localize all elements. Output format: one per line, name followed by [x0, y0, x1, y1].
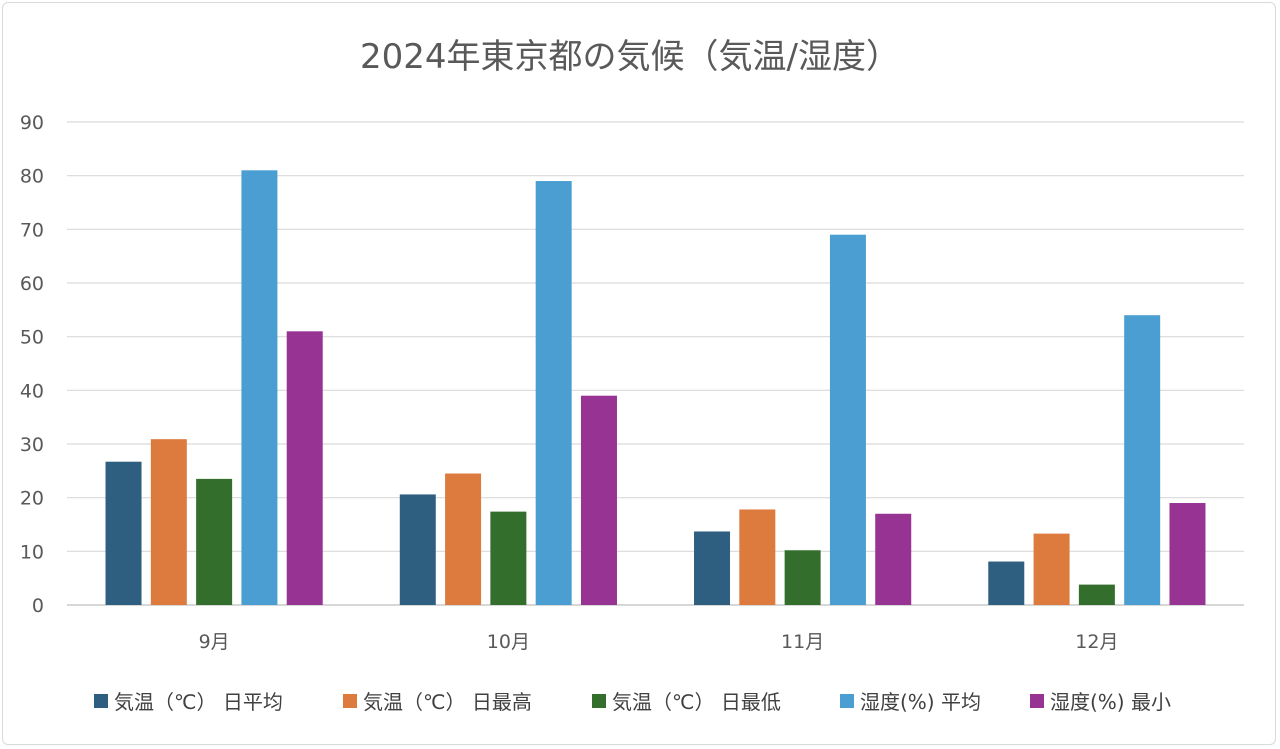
bar	[241, 170, 278, 606]
legend-swatch	[840, 694, 854, 708]
y-tick-label: 80	[20, 166, 44, 188]
y-axis: 0 10 20 30 40 50 60 70 80 90	[20, 112, 44, 617]
y-tick-label: 90	[20, 112, 44, 134]
y-tick-label: 30	[20, 434, 44, 456]
y-tick-label: 50	[20, 327, 44, 349]
legend: 気温（℃） 日平均 気温（℃） 日最高 気温（℃） 日最低 湿度(%) 平均 湿度(%)…	[94, 690, 1171, 714]
legend-swatch	[1030, 694, 1044, 708]
bar	[580, 395, 617, 605]
bar	[286, 331, 323, 605]
chart-title: 2024年東京都の気候（気温/湿度）	[360, 37, 900, 77]
legend-swatch	[343, 694, 357, 708]
bar	[105, 461, 142, 605]
bar	[784, 550, 821, 605]
bar	[490, 511, 527, 605]
y-tick-label: 10	[20, 541, 44, 563]
bar	[1124, 315, 1161, 605]
bar	[445, 473, 482, 605]
bar	[196, 478, 233, 605]
bar	[694, 531, 731, 605]
bar	[875, 513, 912, 605]
bar	[1169, 503, 1206, 605]
bar	[150, 439, 187, 605]
legend-swatch	[592, 694, 606, 708]
legend-label: 気温（℃） 日最高	[363, 690, 532, 714]
bar	[1033, 533, 1070, 605]
legend-label: 気温（℃） 日最低	[612, 690, 781, 714]
y-tick-label: 60	[20, 273, 44, 295]
bars	[105, 170, 1206, 606]
bar	[399, 494, 436, 605]
bar	[535, 181, 572, 606]
bar	[988, 561, 1025, 605]
legend-swatch	[94, 694, 108, 708]
x-tick-label: 10月	[487, 631, 530, 653]
legend-label: 湿度(%) 最小	[1050, 690, 1171, 714]
x-tick-label: 12月	[1075, 631, 1118, 653]
x-tick-label: 9月	[199, 631, 230, 653]
bar	[739, 509, 776, 605]
legend-label: 湿度(%) 平均	[860, 690, 981, 714]
bar	[829, 234, 866, 605]
x-tick-label: 11月	[781, 631, 824, 653]
y-tick-label: 20	[20, 488, 44, 510]
y-tick-label: 0	[32, 595, 44, 617]
legend-label: 気温（℃） 日平均	[114, 690, 283, 714]
y-tick-label: 70	[20, 219, 44, 241]
y-tick-label: 40	[20, 380, 44, 402]
bar	[1078, 584, 1115, 605]
x-axis: 9月 10月 11月 12月	[199, 631, 1119, 653]
